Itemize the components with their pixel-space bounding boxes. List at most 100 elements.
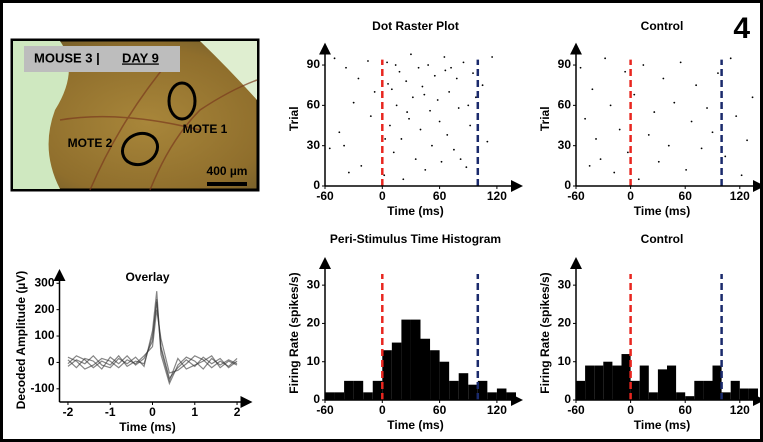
y-tick-label: 10 — [307, 354, 321, 368]
bar — [648, 392, 658, 400]
bar — [363, 392, 373, 400]
bar — [630, 380, 640, 400]
spike-dot — [392, 151, 395, 154]
y-tick-label: 60 — [558, 98, 572, 112]
spike-dot — [333, 57, 336, 60]
spike-dot — [408, 117, 410, 120]
y-tick-label: 0 — [564, 392, 571, 406]
spike-dot — [624, 70, 627, 73]
spike-dot — [613, 171, 616, 174]
bar — [449, 380, 459, 400]
bar — [353, 380, 364, 400]
y-tick-label: 20 — [558, 316, 572, 330]
spike-dot — [369, 115, 372, 118]
spike-dot — [591, 88, 594, 91]
spike-dot — [740, 174, 743, 177]
spike-dot — [417, 66, 420, 69]
spike-dot — [472, 72, 474, 75]
spike-dot — [690, 120, 693, 123]
spike-dot — [673, 101, 676, 104]
y-tick-label: 10 — [558, 354, 572, 368]
spike-dot — [637, 178, 640, 181]
mote-label: MOTE 2 — [68, 136, 113, 150]
bar — [712, 365, 722, 400]
spike-dot — [427, 64, 430, 66]
x-tick-label: 0 — [627, 189, 634, 203]
bar — [468, 384, 478, 400]
spike-dot — [389, 124, 391, 127]
x-axis-label: Time (ms) — [634, 204, 690, 218]
y-tick-label: 300 — [34, 275, 54, 289]
bar — [430, 350, 440, 400]
spike-dot — [491, 56, 494, 58]
bar — [657, 369, 667, 400]
spike-dot — [387, 82, 389, 85]
y-tick-label: 30 — [558, 277, 572, 291]
x-tick-label: 60 — [679, 403, 693, 417]
x-axis-label: Time (ms) — [634, 418, 690, 432]
y-tick-label: 20 — [307, 316, 321, 330]
spike-dot — [414, 158, 417, 161]
spike-dot — [706, 107, 708, 109]
y-tick-label: 0 — [48, 355, 55, 369]
y-tick-label: -100 — [30, 381, 54, 395]
photo-label: MOUSE 3 | — [34, 50, 100, 65]
y-tick-label: 90 — [558, 57, 572, 71]
spike-dot — [453, 148, 455, 151]
bar — [721, 392, 731, 400]
spike-dot — [390, 88, 393, 91]
spike-dot — [419, 128, 422, 131]
spike-dot — [429, 109, 431, 112]
spike-dot — [383, 174, 386, 177]
x-tick-label: 0 — [379, 403, 386, 417]
y-tick-label: 0 — [313, 178, 320, 192]
y-tick-label: 30 — [307, 138, 321, 152]
bar — [325, 392, 335, 400]
bar — [477, 380, 488, 400]
y-axis-label: Decoded Amplitude (µV) — [14, 271, 28, 409]
spike-dot — [667, 144, 670, 147]
y-tick-label: 90 — [307, 57, 321, 71]
bar — [334, 392, 345, 400]
spike-dot — [647, 134, 650, 136]
bar — [594, 365, 604, 400]
spike-dot — [400, 138, 403, 140]
x-tick-label: -60 — [316, 189, 334, 203]
spike-dot — [384, 138, 387, 140]
spike-dot — [584, 117, 586, 120]
spike-dot — [481, 84, 484, 87]
spike-dot — [579, 66, 582, 69]
spike-dot — [609, 104, 612, 107]
bar — [420, 338, 431, 400]
x-tick-label: -60 — [567, 189, 585, 203]
spike-dot — [588, 164, 591, 167]
y-tick-label: 60 — [307, 98, 321, 112]
spike-dot — [462, 61, 465, 64]
spike-dot — [653, 111, 656, 113]
spike-dot — [440, 160, 443, 163]
bar — [458, 373, 469, 400]
spike-dot — [679, 61, 682, 64]
chart-title: Peri-Stimulus Time Histogram — [330, 232, 501, 246]
x-tick-label: 0 — [627, 403, 634, 417]
bar — [667, 365, 677, 400]
spike-dot — [367, 60, 369, 62]
panel-label: 4 — [733, 12, 750, 45]
spike-dot — [386, 61, 388, 64]
spike-dot — [695, 84, 698, 87]
spike-dot — [685, 168, 688, 171]
chart-title: Control — [641, 232, 684, 246]
bar — [372, 380, 383, 400]
bar — [391, 342, 402, 400]
y-tick-label: 30 — [307, 277, 321, 291]
spike-dot — [423, 93, 426, 96]
spike-dot — [486, 140, 489, 143]
spike-dot — [465, 166, 468, 169]
spike-dot — [459, 158, 462, 161]
spike-dot — [411, 96, 414, 99]
x-tick-label: -60 — [567, 403, 585, 417]
bar — [576, 380, 586, 400]
x-axis-label: Time (ms) — [119, 420, 175, 434]
scale-bar-label: 400 µm — [207, 164, 248, 178]
